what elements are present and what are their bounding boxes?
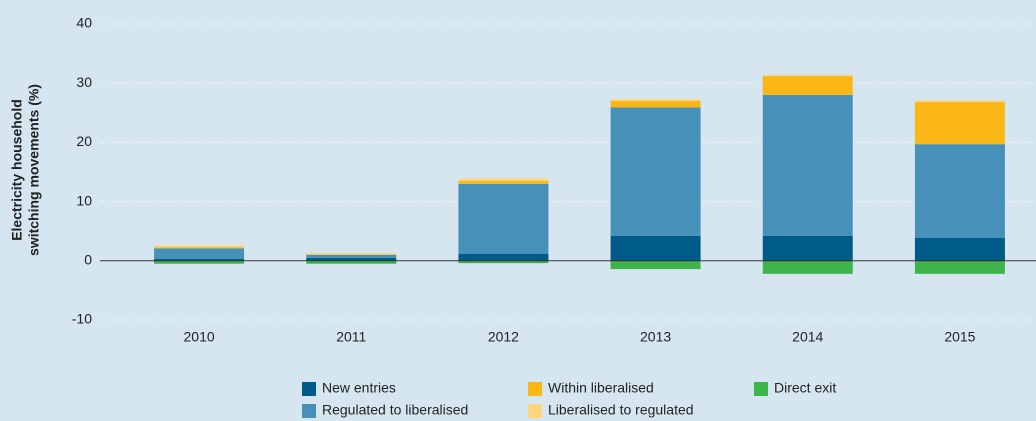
- bar-segment: [610, 260, 701, 270]
- x-tick-label: 2015: [944, 329, 975, 345]
- bar-segment: [914, 100, 1005, 103]
- y-axis-label: Electricity household: [9, 99, 25, 241]
- y-tick-label: -10: [72, 311, 92, 327]
- bar-segment: [914, 260, 1005, 274]
- y-tick-label: 20: [76, 133, 92, 149]
- legend-swatch: [528, 382, 542, 396]
- legend-label: Within liberalised: [548, 380, 654, 396]
- x-tick-label: 2014: [792, 329, 823, 345]
- bar-segment: [154, 259, 245, 261]
- bar-segment: [154, 247, 245, 249]
- legend-label: Direct exit: [774, 380, 836, 396]
- legend-swatch: [302, 404, 316, 418]
- y-tick-label: 0: [84, 252, 92, 268]
- legend-label: Liberalised to regulated: [548, 402, 694, 418]
- y-axis-label: switching movements (%): [26, 84, 42, 256]
- y-tick-label: 30: [76, 74, 92, 90]
- bar-segment: [154, 260, 245, 264]
- bar-segment: [306, 253, 397, 255]
- x-tick-label: 2011: [336, 329, 366, 345]
- bar-segment: [458, 253, 549, 261]
- bar-segment: [458, 180, 549, 184]
- bar-segment: [762, 260, 853, 274]
- y-tick-label: 10: [76, 192, 92, 208]
- bar-segment: [914, 237, 1005, 261]
- legend-swatch: [528, 404, 542, 418]
- legend-label: Regulated to liberalised: [322, 402, 468, 418]
- bar-segment: [458, 260, 549, 264]
- legend-label: New entries: [322, 380, 396, 396]
- x-tick-label: 2010: [184, 329, 215, 345]
- bar-segment: [610, 99, 701, 101]
- bar-segment: [762, 235, 853, 261]
- bar-segment: [610, 235, 701, 261]
- bar-segment: [306, 254, 397, 255]
- bar-segment: [306, 257, 397, 261]
- bar-segment: [306, 260, 397, 264]
- legend-swatch: [754, 382, 768, 396]
- bar-segment: [610, 100, 701, 108]
- x-tick-label: 2012: [488, 329, 519, 345]
- bar-segment: [914, 144, 1005, 238]
- bar-segment: [762, 76, 853, 96]
- bar-segment: [762, 95, 853, 236]
- x-tick-label: 2013: [640, 329, 671, 345]
- bar-segment: [458, 178, 549, 181]
- bar-segment: [762, 74, 853, 77]
- bar-segment: [914, 102, 1005, 145]
- bar-segment: [306, 254, 397, 258]
- bar-segment: [458, 183, 549, 254]
- y-tick-label: 40: [76, 15, 92, 31]
- bar-segment: [610, 107, 701, 236]
- bar-segment: [154, 245, 245, 248]
- bar-segment: [154, 248, 245, 260]
- legend-swatch: [302, 382, 316, 396]
